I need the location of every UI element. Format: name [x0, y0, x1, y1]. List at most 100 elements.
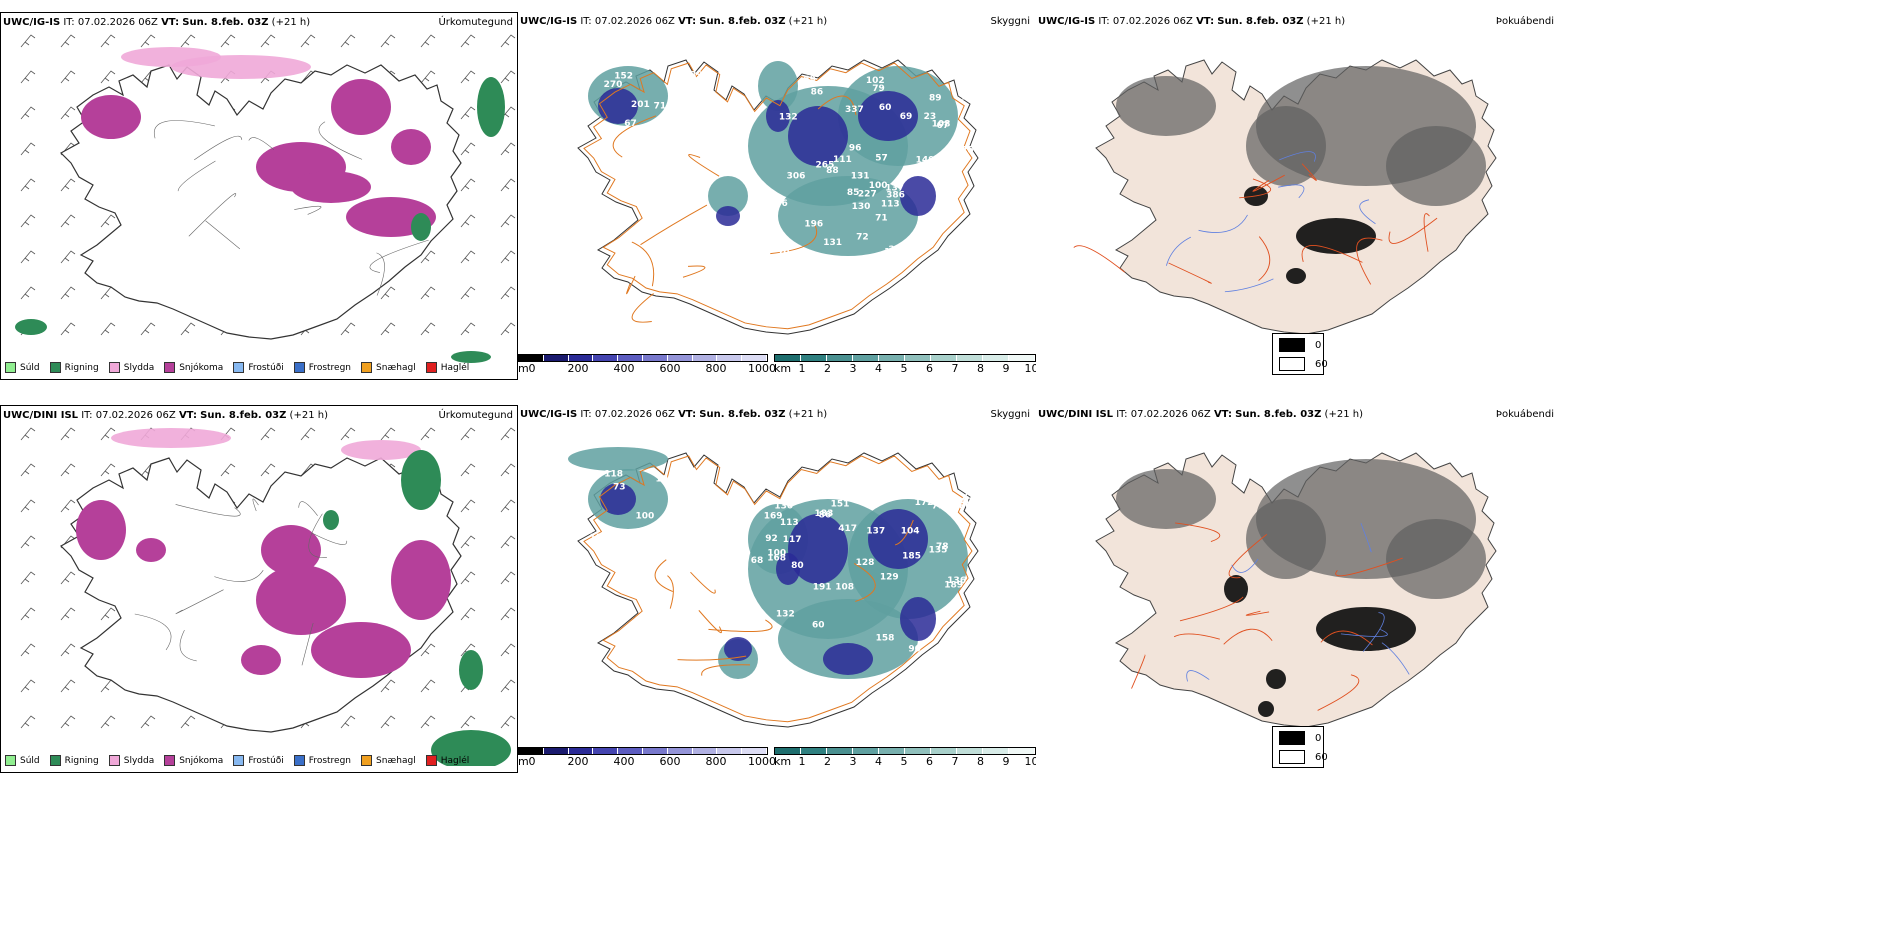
precip-map	[20, 427, 516, 766]
legend-item: Snjókoma	[164, 362, 223, 373]
colorbar-tick: 10	[1024, 755, 1037, 768]
legend-swatch	[233, 755, 245, 766]
ceiling-value: 97	[686, 100, 699, 110]
lead-time: (+21 h)	[788, 16, 828, 27]
colorbar-strip	[774, 354, 1036, 362]
legend-swatch	[5, 755, 16, 766]
fog-indicator-panel: UWC/DINI ISL IT: 07.02.2026 06Z VT: Sun.…	[1036, 405, 1554, 773]
river-network	[1186, 522, 1410, 682]
legend-item: Frostregn	[293, 755, 351, 766]
ceiling-value: 269	[945, 240, 964, 250]
fog-legend-item: 0	[1279, 731, 1321, 745]
colorbar-segment	[801, 355, 827, 361]
ceiling-value: 88	[826, 166, 839, 176]
visibility-areas	[568, 447, 968, 679]
colorbar-tick: 400	[613, 362, 635, 375]
colorbar-tick: 1	[798, 755, 806, 768]
ceiling-value: 169	[764, 512, 783, 522]
ceiling-value: 104	[901, 526, 920, 536]
legend-label: Rigning	[64, 755, 99, 766]
precip-legend: Súld Rigning Slydda Snjókoma Frostúði Frostre…	[5, 755, 469, 766]
fog-legend: 0 60	[1272, 333, 1328, 375]
colorbar-tick: 10	[1024, 362, 1037, 375]
colorbar-tick: 8	[977, 362, 984, 375]
colorbar-tick: 6	[926, 755, 933, 768]
legend-swatch	[293, 362, 305, 373]
colorbar-unit: m	[518, 362, 529, 375]
colorbar-strip	[774, 747, 1036, 755]
colorbar-segment	[853, 355, 879, 361]
visibility-areas	[588, 61, 958, 256]
legend-swatch	[361, 362, 373, 373]
ceiling-value: 257	[961, 146, 980, 156]
legend-item: Rigning	[49, 362, 99, 373]
colorbar-segment	[568, 748, 594, 754]
fog-legend-swatch	[1279, 357, 1305, 371]
legend-label: Slydda	[123, 755, 155, 766]
ceiling-value: 78	[935, 492, 948, 502]
legend-swatch	[164, 362, 176, 373]
legend-label: Slydda	[123, 362, 155, 373]
model-name: UWC/IG-IS	[520, 16, 578, 27]
ceiling-value: 77	[932, 502, 945, 512]
colorbar-segment	[667, 355, 693, 361]
fog-legend-value: 0	[1315, 339, 1322, 351]
fog-map	[1095, 452, 1497, 728]
colorbar-tick: 8	[977, 755, 984, 768]
ceiling-value: 306	[787, 171, 806, 181]
product-name: Þokuábendi	[1495, 409, 1554, 420]
ceiling-visibility-panel: UWC/IG-IS IT: 07.02.2026 06Z VT: Sun. 8.…	[518, 12, 1036, 392]
ceiling-value: 110	[961, 93, 980, 103]
ceiling-value: 74	[761, 241, 774, 251]
colorbar-segment	[618, 748, 643, 754]
colorbar-segment	[593, 355, 619, 361]
visibility-colorbar: km 1 2 3 4 5 6 7 8 9 10	[774, 354, 1036, 384]
colorbar-segment	[642, 355, 668, 361]
ceiling-value: 60	[879, 103, 892, 113]
colorbar-tick: 3	[849, 362, 857, 375]
ceiling-value: 69	[803, 75, 816, 85]
ceiling-value: 137	[885, 183, 904, 193]
init-time: IT: 07.02.2026 06Z	[1116, 409, 1211, 420]
lead-time: (+21 h)	[1306, 16, 1346, 27]
legend-swatch	[164, 755, 176, 766]
lead-time: (+21 h)	[289, 410, 328, 421]
ceiling-value: 87	[769, 232, 782, 242]
colorbar-tick: 800	[705, 755, 727, 768]
colorbar-tick: 3	[849, 755, 857, 768]
ceiling-value: 80	[791, 561, 804, 571]
ceiling-value: 130	[852, 202, 871, 212]
ceiling-value: 168	[767, 553, 786, 563]
ceiling-value: 89	[929, 94, 942, 104]
colorbar-segment	[1009, 748, 1035, 754]
ceiling-value: 90	[908, 644, 921, 654]
ceiling-value: 108	[932, 119, 951, 129]
ceiling-value: 39	[690, 70, 703, 80]
legend-swatch	[108, 755, 120, 766]
colorbar-tick: 4	[875, 755, 882, 768]
init-time: IT: 07.02.2026 06Z	[81, 410, 176, 421]
ceiling-value: 100	[869, 181, 888, 191]
ceiling-value: 404	[960, 497, 979, 507]
precip-areas	[76, 428, 511, 766]
ceiling-value: 108	[835, 582, 854, 592]
colorbar-segment	[742, 355, 767, 361]
colorbar-tick: 200	[567, 755, 589, 768]
colorbar-tick: 9	[1002, 755, 1010, 768]
fog-legend-item: 60	[1279, 750, 1328, 764]
colorbar-segment	[519, 748, 544, 754]
ceiling-value: 86	[959, 502, 972, 512]
product-name: Skyggni	[990, 16, 1030, 27]
legend-swatch	[233, 362, 245, 373]
ceiling-value: 196	[804, 219, 823, 229]
ceiling-value-labels: 1081101351729673104115100118808693100113…	[590, 470, 979, 661]
ceiling-map: 152 97 201 170 87 270 71 105 67 39 23 86 132 110 131 79…	[577, 59, 980, 335]
ceiling-colorbar: m 0 200 400 600 800 1000	[518, 354, 776, 384]
legend-item: Súld	[5, 362, 40, 373]
legend-label: Rigning	[64, 362, 99, 373]
colorbar-tick: 5	[900, 362, 908, 375]
fog-shading	[1116, 459, 1486, 717]
colorbar-segment	[519, 355, 544, 361]
ceiling-value: 71	[875, 214, 888, 224]
ceiling-value: 306	[769, 199, 788, 209]
